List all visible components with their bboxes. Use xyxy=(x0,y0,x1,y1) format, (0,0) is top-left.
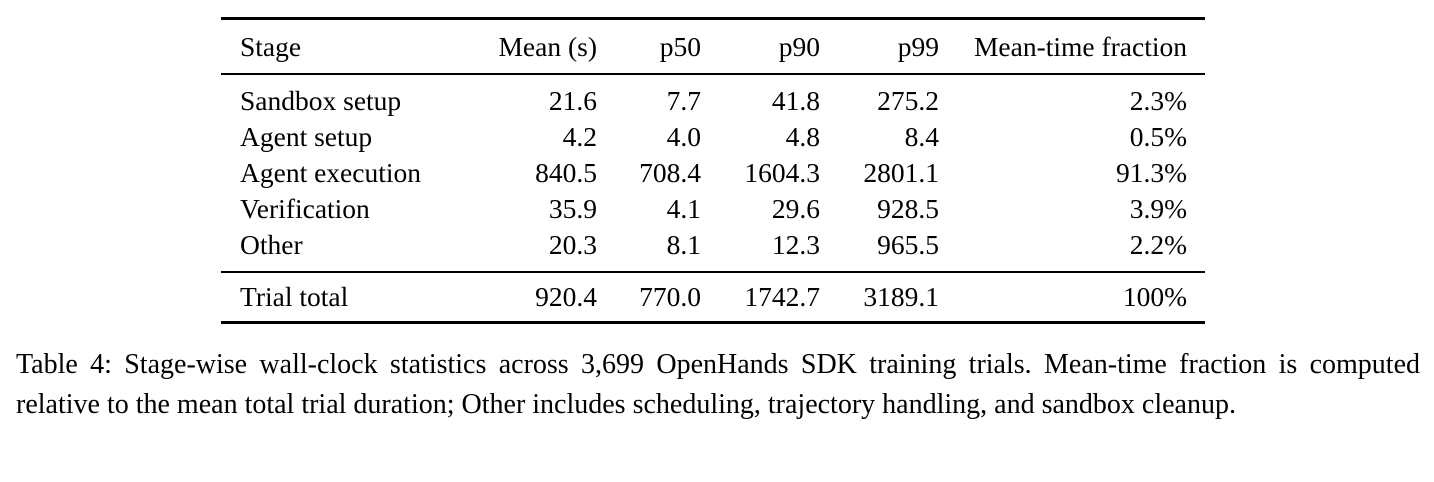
header-p99: p99 xyxy=(897,30,939,62)
total-stage: Trial total xyxy=(240,281,349,312)
cell-p99: 965.5 xyxy=(877,229,939,260)
cell-p90: 29.6 xyxy=(771,193,820,224)
cell-fraction: 2.3% xyxy=(1129,85,1187,116)
cell-p99: 928.5 xyxy=(877,193,939,224)
cell-p50: 7.7 xyxy=(666,85,701,116)
header-fraction: Mean-time fraction xyxy=(973,30,1187,62)
header-p50: p50 xyxy=(659,30,701,62)
cell-stage: Agent execution xyxy=(240,157,421,188)
cell-p90: 4.8 xyxy=(785,121,820,152)
table-top-rule xyxy=(221,17,1205,20)
cell-fraction: 91.3% xyxy=(1115,157,1187,188)
table-total-row: Trial total 920.4 770.0 1742.7 3189.1 10… xyxy=(221,273,1205,321)
total-fraction: 100% xyxy=(1122,281,1187,312)
cell-mean: 4.2 xyxy=(562,121,597,152)
cell-p90: 12.3 xyxy=(771,229,820,260)
stage-stats-body: Sandbox setup 21.6 7.7 41.8 275.2 2.3% A… xyxy=(221,75,1205,271)
cell-mean: 35.9 xyxy=(548,193,597,224)
cell-fraction: 0.5% xyxy=(1129,121,1187,152)
header-mean: Mean (s) xyxy=(498,30,597,62)
cell-mean: 20.3 xyxy=(548,229,597,260)
cell-p50: 4.1 xyxy=(666,193,701,224)
cell-stage: Sandbox setup xyxy=(240,85,402,116)
table-bottom-rule xyxy=(221,321,1205,324)
stats-table-container: Stage Mean (s) p50 p90 p99 Mean-time fra… xyxy=(221,17,1205,324)
total-p90: 1742.7 xyxy=(744,281,820,312)
cell-p50: 708.4 xyxy=(639,157,701,188)
stage-stats-table: Stage Mean (s) p50 p90 p99 Mean-time fra… xyxy=(221,20,1205,73)
total-p50: 770.0 xyxy=(639,281,701,312)
cell-p99: 2801.1 xyxy=(863,157,939,188)
cell-fraction: 2.2% xyxy=(1129,229,1187,260)
cell-stage: Other xyxy=(240,229,303,260)
table-row: Other 20.3 8.1 12.3 965.5 2.2% xyxy=(221,227,1205,263)
table-row: Agent setup 4.2 4.0 4.8 8.4 0.5% xyxy=(221,119,1205,155)
table-row: Agent execution 840.5 708.4 1604.3 2801.… xyxy=(221,155,1205,191)
table-header-row: Stage Mean (s) p50 p90 p99 Mean-time fra… xyxy=(221,20,1205,73)
cell-p90: 41.8 xyxy=(771,85,820,116)
total-p99: 3189.1 xyxy=(863,281,939,312)
cell-stage: Verification xyxy=(240,193,370,224)
cell-mean: 21.6 xyxy=(548,85,597,116)
total-mean: 920.4 xyxy=(535,281,597,312)
cell-p90: 1604.3 xyxy=(744,157,820,188)
cell-fraction: 3.9% xyxy=(1129,193,1187,224)
header-stage: Stage xyxy=(240,30,302,62)
table-row: Verification 35.9 4.1 29.6 928.5 3.9% xyxy=(221,191,1205,227)
header-p90: p90 xyxy=(778,30,820,62)
table-total-rule xyxy=(221,271,1205,273)
cell-p50: 8.1 xyxy=(666,229,701,260)
stage-stats-total: Trial total 920.4 770.0 1742.7 3189.1 10… xyxy=(221,273,1205,321)
table-row: Sandbox setup 21.6 7.7 41.8 275.2 2.3% xyxy=(221,83,1205,119)
table-mid-rule xyxy=(221,73,1205,75)
cell-p99: 275.2 xyxy=(877,85,939,116)
cell-mean: 840.5 xyxy=(535,157,597,188)
cell-p50: 4.0 xyxy=(666,121,701,152)
table-caption: Table 4: Stage-wise wall-clock statistic… xyxy=(16,349,1420,420)
cell-stage: Agent setup xyxy=(240,121,373,152)
cell-p99: 8.4 xyxy=(904,121,939,152)
